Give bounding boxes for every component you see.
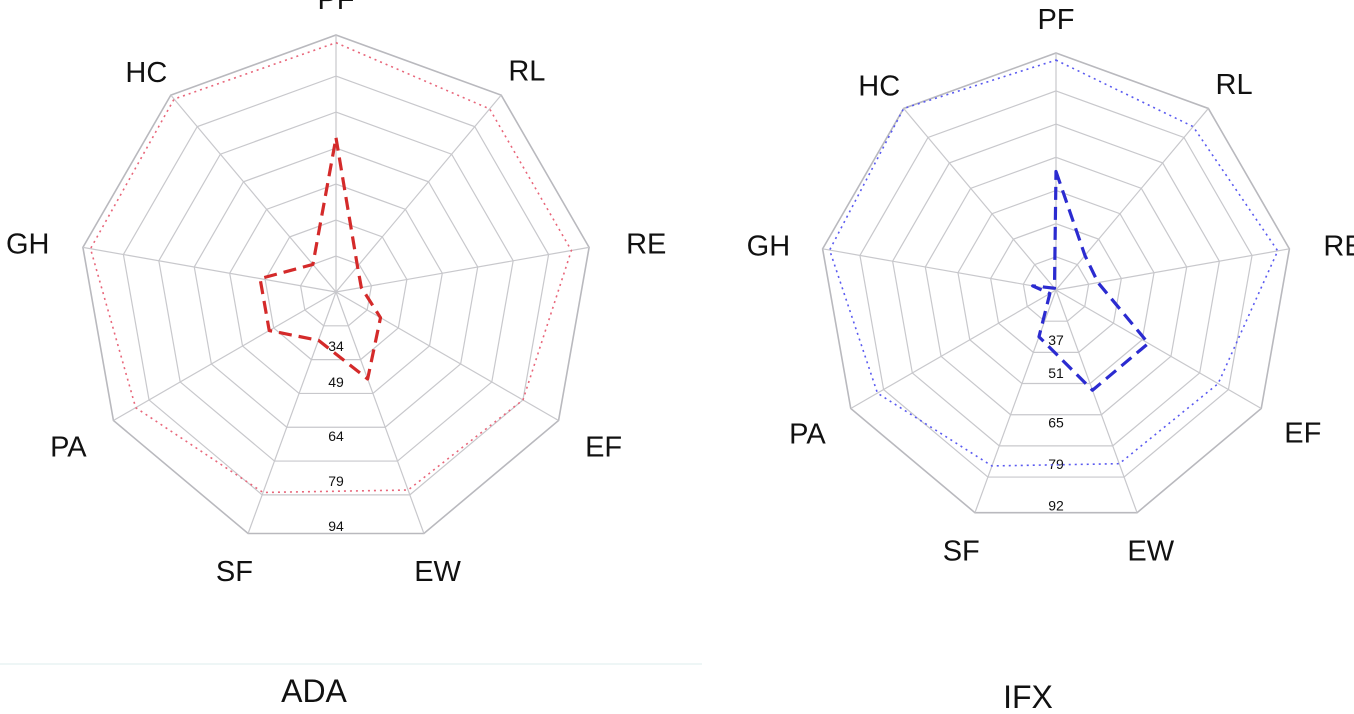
axis-label-re: RE — [626, 228, 666, 260]
radar-grid-ring — [122, 75, 550, 496]
radar-spoke — [247, 291, 337, 534]
radar-spoke — [335, 94, 502, 293]
radar-spoke — [335, 291, 425, 534]
radar-spoke — [822, 248, 1057, 291]
ring-value-label: 51 — [1048, 365, 1064, 381]
radar-spoke — [1055, 289, 1138, 513]
ring-value-label: 49 — [328, 374, 344, 390]
ring-value-label: 92 — [1048, 498, 1064, 514]
radar-grid-ring — [1022, 256, 1090, 322]
chart-caption: IFX — [1003, 679, 1053, 714]
radar-outer-frame — [821, 52, 1291, 514]
radar-grid-ring — [859, 90, 1253, 478]
radar-spoke — [1055, 108, 1209, 291]
radar-outer-frame — [82, 34, 590, 535]
axis-label-pf: PF — [317, 0, 354, 16]
chart-caption: ADA — [281, 673, 347, 709]
ring-value-label: 94 — [328, 518, 344, 534]
axis-label-hc: HC — [125, 57, 167, 89]
axis-label-sf: SF — [943, 535, 980, 567]
axis-label-rl: RL — [508, 55, 545, 87]
ring-value-label: 79 — [328, 473, 344, 489]
axis-label-gh: GH — [6, 229, 50, 261]
axis-label-sf: SF — [216, 556, 253, 588]
radar-spoke — [850, 289, 1057, 410]
radar-spoke — [1055, 248, 1290, 291]
series-line-dashed — [1031, 169, 1150, 392]
radar-spoke — [170, 94, 337, 293]
radar-chart-ada: 34 49 64 79 94 PF RL RE EF EW SF PA GH HC ADA — [6, 0, 666, 709]
radar-grid-ring — [924, 156, 1188, 416]
radar-grid-ring — [193, 147, 479, 428]
radar-grid-ring — [891, 123, 1221, 447]
radar-spoke — [335, 246, 590, 293]
series-line-dotted — [89, 41, 573, 494]
ring-value-label: 37 — [1048, 332, 1064, 348]
axis-label-pa: PA — [50, 432, 87, 464]
radar-spoke — [974, 289, 1057, 513]
series-line-dotted — [828, 59, 1279, 467]
radar-grid-ring — [957, 189, 1155, 385]
axis-label-ew: EW — [414, 556, 461, 588]
series-line-dashed — [258, 136, 383, 381]
radar-grid-ring — [158, 111, 514, 462]
radar-spoke — [903, 108, 1057, 291]
radar-grid-ring — [229, 183, 443, 395]
axis-label-ew: EW — [1127, 535, 1174, 567]
ring-value-label: 65 — [1048, 415, 1064, 431]
axis-label-rl: RL — [1216, 69, 1253, 101]
axis-label-re: RE — [1323, 230, 1354, 262]
ring-value-label: 64 — [328, 428, 344, 444]
axis-label-pa: PA — [789, 419, 826, 451]
radar-spoke — [113, 291, 337, 422]
ring-value-label: 79 — [1048, 456, 1064, 472]
ring-value-label: 34 — [328, 338, 344, 354]
radar-chart-ifx: 37 51 65 79 92 PF RL RE EF EW SF PA GH HC IFX — [747, 4, 1354, 714]
radar-spoke — [82, 246, 337, 293]
radar-spoke — [335, 291, 559, 422]
axis-label-pf: PF — [1037, 4, 1074, 36]
axis-label-gh: GH — [747, 230, 791, 262]
radar-grid-ring — [299, 255, 373, 327]
axis-label-hc: HC — [858, 70, 900, 102]
radar-spoke — [1055, 289, 1262, 410]
axis-label-ef: EF — [1284, 418, 1321, 450]
axis-label-ef: EF — [585, 432, 622, 464]
radar-grid-ring — [264, 219, 408, 361]
